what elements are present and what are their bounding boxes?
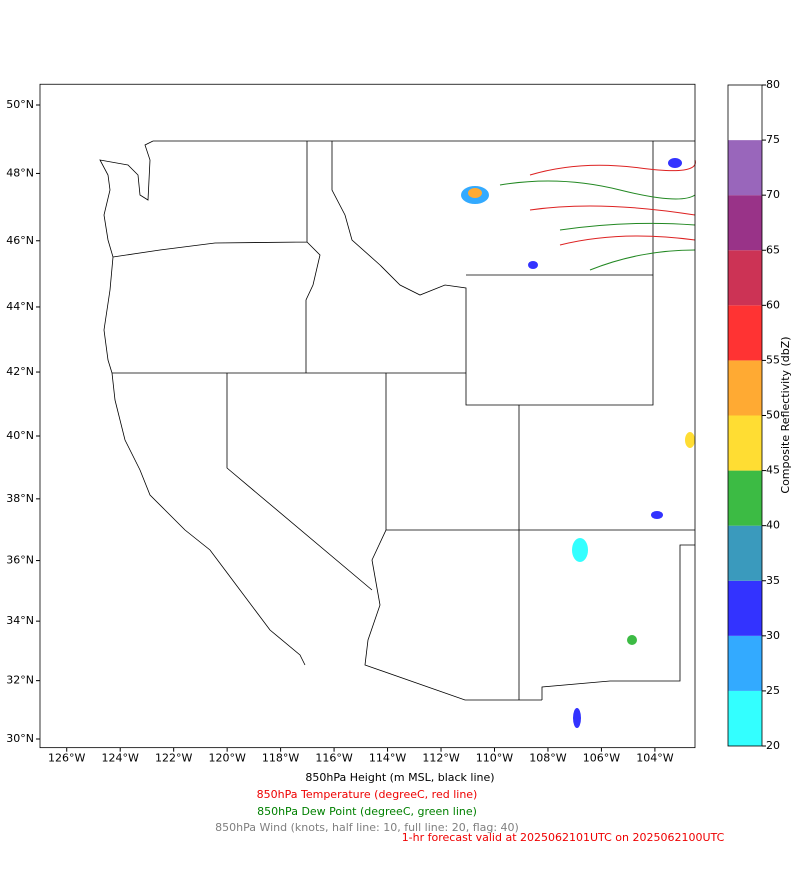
- x-tick-label: 122°W: [155, 752, 192, 765]
- colorbar-tick-label: 65: [766, 243, 780, 256]
- y-tick-label: 40°N: [6, 429, 34, 442]
- state-borders: [112, 140, 695, 701]
- colorbar-segment: [728, 305, 762, 361]
- x-tick-label: 114°W: [369, 752, 406, 765]
- x-tick-label: 108°W: [529, 752, 566, 765]
- x-tick-label: 116°W: [315, 752, 352, 765]
- colorbar-tick-label: 25: [766, 684, 780, 697]
- colorbar-label: Composite Reflectivity (dbZ): [779, 336, 792, 493]
- colorbar-segment: [728, 360, 762, 416]
- colorbar-tick-label: 30: [766, 629, 780, 642]
- caption-dew-point: 850hPa Dew Point (degreeC, green line): [257, 805, 477, 818]
- x-tick-label: 110°W: [476, 752, 513, 765]
- colorbar-segment: [728, 690, 762, 746]
- x-tick-label: 112°W: [422, 752, 459, 765]
- colorbar-segment: [728, 85, 762, 141]
- dew-point-contour: [499, 180, 696, 271]
- y-tick-label: 48°N: [6, 166, 34, 179]
- caption-forecast: 1-hr forecast valid at 2025062101UTC on …: [402, 831, 725, 844]
- colorbar-tick-label: 55: [766, 353, 780, 366]
- x-tick-label: 104°W: [636, 752, 673, 765]
- radar-echo: [668, 158, 682, 168]
- colorbar-segment: [728, 525, 762, 581]
- colorbar-tick-label: 70: [766, 188, 780, 201]
- x-tick-label: 126°W: [48, 752, 85, 765]
- coastline: [99, 140, 306, 666]
- colorbar-tick-label: 80: [766, 78, 780, 91]
- colorbar-segment: [728, 415, 762, 471]
- colorbar-segment: [728, 195, 762, 251]
- colorbar-segment: [728, 140, 762, 196]
- colorbar-segment: [728, 470, 762, 526]
- radar-echo: [651, 511, 663, 519]
- colorbar-tick-label: 35: [766, 574, 780, 587]
- caption-temperature: 850hPa Temperature (degreeC, red line): [257, 788, 478, 801]
- map-frame: [39, 83, 696, 749]
- caption-height: 850hPa Height (m MSL, black line): [305, 771, 494, 784]
- colorbar-segment: [728, 250, 762, 306]
- y-tick-label: 32°N: [6, 674, 34, 687]
- colorbar-segment: [728, 635, 762, 691]
- y-tick-label: 34°N: [6, 614, 34, 627]
- map-outlines: [99, 140, 695, 701]
- y-tick-label: 42°N: [6, 365, 34, 378]
- caption-wind: 850hPa Wind (knots, half line: 10, full …: [215, 821, 519, 834]
- y-tick-label: 30°N: [6, 732, 34, 745]
- radar-echo: [468, 188, 482, 198]
- y-tick-label: 36°N: [6, 554, 34, 567]
- colorbar-segment: [728, 580, 762, 636]
- x-tick-label: 106°W: [583, 752, 620, 765]
- x-tick-label: 120°W: [208, 752, 245, 765]
- y-tick-label: 50°N: [6, 98, 34, 111]
- temperature-contour: [529, 159, 696, 246]
- colorbar-tick-label: 20: [766, 739, 780, 752]
- radar-echo: [627, 635, 637, 645]
- radar-echo: [573, 708, 581, 728]
- radar-echo: [528, 261, 538, 269]
- colorbar-tick-label: 45: [766, 464, 780, 477]
- y-tick-label: 38°N: [6, 492, 34, 505]
- x-tick-label: 124°W: [102, 752, 139, 765]
- x-tick-label: 118°W: [262, 752, 299, 765]
- colorbar-tick-label: 40: [766, 519, 780, 532]
- colorbar-tick-label: 75: [766, 133, 780, 146]
- radar-echoes: [461, 158, 695, 728]
- y-tick-label: 46°N: [6, 234, 34, 247]
- radar-echo: [572, 538, 588, 562]
- colorbar-tick-label: 60: [766, 298, 780, 311]
- radar-echo: [685, 432, 695, 448]
- colorbar-tick-label: 50: [766, 409, 780, 422]
- y-tick-label: 44°N: [6, 300, 34, 313]
- contours: [499, 159, 696, 271]
